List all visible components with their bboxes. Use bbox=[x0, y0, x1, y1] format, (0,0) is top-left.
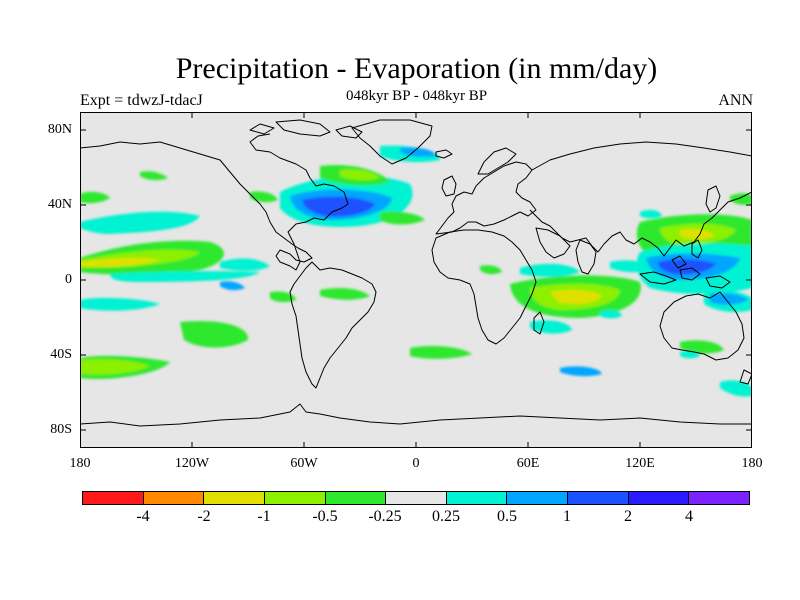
coastline-greenland bbox=[351, 119, 433, 165]
colorbar-label: -4 bbox=[136, 508, 150, 525]
colorbar-box bbox=[83, 492, 144, 504]
colorbar-label: -1 bbox=[257, 508, 271, 525]
colorbar-box bbox=[446, 492, 508, 504]
contour-region bbox=[80, 211, 200, 234]
x-ticks bbox=[191, 112, 641, 448]
contour-region bbox=[520, 263, 580, 277]
contour-region bbox=[550, 289, 602, 304]
plot-title: Precipitation - Evaporation (in mm/day) bbox=[175, 52, 658, 85]
contour-region bbox=[380, 211, 425, 225]
colorbar-box bbox=[628, 492, 690, 504]
coastline-arabia bbox=[535, 227, 571, 259]
colorbar-label: -0.5 bbox=[312, 508, 338, 525]
colorbar-label: -0.25 bbox=[368, 508, 402, 525]
contour-region bbox=[600, 309, 622, 319]
coastlines bbox=[80, 119, 752, 427]
y-axis-label: 40S bbox=[50, 347, 72, 362]
contour-region bbox=[80, 257, 160, 267]
contour-region bbox=[730, 193, 752, 205]
coastline-asia bbox=[529, 141, 752, 257]
contour-region bbox=[80, 297, 160, 311]
colorbar-label: 0.5 bbox=[497, 508, 517, 525]
contour-region bbox=[250, 191, 278, 203]
colorbar-label: 4 bbox=[685, 508, 693, 525]
colorbar-box bbox=[204, 492, 265, 504]
coastline-scandinavia bbox=[477, 147, 517, 175]
coastline-arctic-islands bbox=[249, 119, 363, 139]
contour-region bbox=[480, 265, 502, 275]
coastline-africa bbox=[431, 229, 537, 345]
x-axis-label: 0 bbox=[412, 456, 420, 471]
contour-region bbox=[680, 340, 724, 354]
y-axis-label: 80N bbox=[47, 122, 72, 137]
contour-region bbox=[180, 320, 249, 348]
contour-region bbox=[302, 196, 375, 217]
precip-evap-map bbox=[80, 112, 752, 448]
x-axis-label: 60E bbox=[516, 456, 540, 471]
contour-region bbox=[530, 320, 572, 334]
contour-region bbox=[80, 359, 150, 375]
colorbar-label: 0.25 bbox=[432, 508, 460, 525]
contour-region bbox=[80, 191, 110, 204]
colorbar-box bbox=[568, 492, 629, 504]
contour-region bbox=[720, 380, 752, 397]
contour-region bbox=[400, 147, 436, 157]
contour-region bbox=[680, 229, 714, 239]
coastline-south-america bbox=[289, 261, 377, 389]
colorbar-box bbox=[507, 492, 569, 504]
y-axis-label: 40N bbox=[47, 197, 72, 212]
coastline-madagascar bbox=[533, 311, 545, 335]
colorbar bbox=[82, 491, 750, 505]
colorbar-box bbox=[264, 492, 326, 504]
coastline-iceland bbox=[435, 149, 453, 159]
y-axis-label: 0 bbox=[65, 272, 72, 287]
y-ticks bbox=[80, 129, 752, 431]
colorbar-label: -2 bbox=[197, 508, 211, 525]
coastline-australia bbox=[659, 291, 745, 361]
contour-region bbox=[220, 258, 270, 271]
period-label: 048kyr BP - 048kyr BP bbox=[345, 88, 488, 104]
contour-region bbox=[340, 169, 380, 181]
x-axis-label: 180 bbox=[741, 456, 763, 471]
colorbar-label: 1 bbox=[563, 508, 571, 525]
contour-region bbox=[320, 288, 370, 300]
experiment-label: Expt = tdwzJ-tdacJ bbox=[80, 92, 203, 109]
contour-region bbox=[270, 291, 296, 303]
contour-fill-layer bbox=[80, 145, 752, 397]
coastline-north-america bbox=[80, 133, 349, 271]
contour-region bbox=[710, 293, 748, 305]
coastline-indonesia bbox=[639, 255, 731, 289]
contour-region bbox=[640, 209, 662, 219]
contour-region bbox=[110, 271, 260, 282]
colorbar-box bbox=[143, 492, 205, 504]
colorbar-box bbox=[386, 492, 447, 504]
coastline-philippines bbox=[691, 239, 703, 259]
contour-region bbox=[560, 366, 602, 377]
contour-region bbox=[220, 281, 245, 291]
coastline-new-zealand bbox=[739, 369, 752, 385]
colorbar-label: 2 bbox=[624, 508, 632, 525]
x-axis-label: 120W bbox=[174, 456, 210, 471]
contour-region bbox=[680, 351, 700, 359]
contour-region bbox=[658, 259, 716, 275]
coastline-japan bbox=[705, 185, 721, 213]
season-label: ANN bbox=[718, 92, 753, 109]
colorbar-box bbox=[325, 492, 387, 504]
colorbar-box bbox=[689, 492, 750, 504]
y-axis-label: 80S bbox=[50, 422, 72, 437]
contour-region bbox=[410, 346, 472, 359]
x-axis-label: 60W bbox=[290, 456, 318, 471]
coastline-india bbox=[575, 239, 597, 275]
x-axis-label: 120E bbox=[625, 456, 655, 471]
contour-region bbox=[140, 171, 168, 181]
coastline-britain bbox=[441, 175, 457, 197]
coastline-antarctica bbox=[80, 403, 752, 427]
coastline-europe bbox=[435, 161, 537, 235]
x-axis-label: 180 bbox=[69, 456, 91, 471]
